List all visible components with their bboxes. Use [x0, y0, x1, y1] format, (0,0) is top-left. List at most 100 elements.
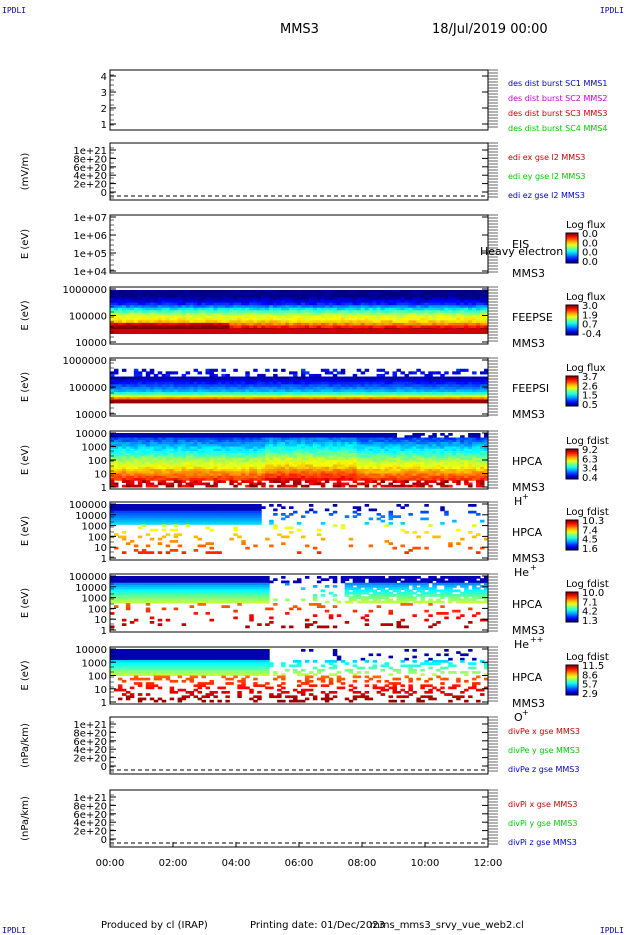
heat-cell — [400, 485, 404, 488]
y-tick-label: 3 — [101, 88, 107, 99]
legend-entry: edi ez gse l2 MMS3 — [508, 191, 585, 200]
heat-cell — [178, 485, 182, 488]
heat-cell — [150, 478, 154, 481]
heat-cell — [377, 369, 381, 372]
heat-cell — [249, 485, 253, 488]
heat-cell — [428, 485, 432, 488]
heat-cell — [305, 371, 309, 374]
heat-cell — [142, 480, 146, 483]
heat-cell — [162, 483, 166, 486]
heat-cell — [205, 485, 209, 488]
heat-cell — [229, 483, 233, 486]
heat-cell — [420, 478, 424, 481]
y-tick-label: 10000 — [75, 338, 107, 349]
heat-cell — [134, 485, 138, 488]
heat-cell — [393, 485, 397, 488]
heat-cell — [452, 371, 456, 374]
heat-cell — [241, 480, 245, 483]
heat-cell — [412, 485, 416, 488]
heat-cell — [205, 478, 209, 481]
legend-entry: des dist burst SC4 MMS4 — [508, 124, 607, 133]
heat-cell — [202, 483, 206, 486]
heat-cell — [432, 480, 436, 483]
heat-cell — [281, 485, 285, 488]
heat-cell — [118, 478, 122, 481]
heat-cell — [293, 485, 297, 488]
colorbar-tick-label: 0.5 — [582, 400, 598, 411]
heat-cell — [281, 369, 285, 372]
heat-cell — [209, 478, 213, 481]
heat-cell — [337, 371, 341, 374]
spacecraft-label: MMS3 — [512, 337, 545, 350]
heat-cell — [114, 371, 118, 374]
panel-frame — [110, 70, 488, 130]
heat-cell — [122, 369, 126, 372]
heat-cell — [341, 371, 345, 374]
heat-cell — [448, 433, 452, 436]
heat-cell — [365, 485, 369, 488]
heat-cell — [333, 478, 337, 481]
heat-cell — [301, 478, 305, 481]
panel-frame — [110, 215, 488, 273]
y-tick-label: 0 — [101, 188, 107, 199]
heat-cell — [233, 485, 237, 488]
heat-cell — [345, 478, 349, 481]
heat-cell — [408, 371, 412, 374]
heat-cell — [341, 485, 345, 488]
legend-entry: des dist burst SC1 MMS1 — [508, 79, 607, 88]
heat-cell — [126, 485, 130, 488]
heat-cell — [349, 478, 353, 481]
heat-cell — [361, 371, 365, 374]
heat-cell — [182, 485, 186, 488]
heat-cell — [166, 485, 170, 488]
heat-cell — [357, 483, 361, 486]
heat-cell — [369, 480, 373, 483]
heat-cell — [460, 369, 464, 372]
heat-cell — [448, 478, 452, 481]
heat-cell — [313, 483, 317, 486]
heat-cell — [301, 485, 305, 488]
y-tick-label: 1e+06 — [73, 231, 107, 242]
heat-cell — [233, 480, 237, 483]
heat-cell — [190, 485, 194, 488]
heat-cell — [158, 483, 162, 486]
y-tick-label: 1 — [101, 120, 107, 131]
heat-cell — [341, 478, 345, 481]
heat-cell — [389, 485, 393, 488]
heat-cell — [245, 485, 249, 488]
heat-cell — [420, 433, 424, 436]
heat-cell — [273, 480, 277, 483]
heat-cell — [305, 485, 309, 488]
heat-cell — [345, 483, 349, 486]
heat-cell — [432, 371, 436, 374]
heat-cell — [166, 478, 170, 481]
y-axis-label: E (eV) — [20, 229, 31, 259]
heat-cell — [436, 478, 440, 481]
heat-cell — [436, 483, 440, 486]
heat-cell — [309, 483, 313, 486]
y-axis-label: E (eV) — [20, 300, 31, 330]
heat-cell — [245, 480, 249, 483]
heat-cell — [138, 485, 142, 488]
heat-cell — [158, 371, 162, 374]
heat-cell — [182, 480, 186, 483]
y-axis-label: E (eV) — [20, 372, 31, 402]
heat-cell — [385, 478, 389, 481]
heat-cell — [261, 485, 265, 488]
heat-cell — [285, 485, 289, 488]
heat-cell — [329, 478, 333, 481]
heat-cell — [209, 485, 213, 488]
legend-entry: des dist burst SC2 MMS2 — [508, 94, 607, 103]
heat-cell — [321, 369, 325, 372]
heat-cell — [440, 485, 444, 488]
heat-cell — [373, 485, 377, 488]
heat-cell — [221, 369, 225, 372]
heat-cell — [170, 478, 174, 481]
heat-cell — [385, 371, 389, 374]
heat-cell — [269, 485, 273, 488]
y-tick-label: 100000 — [69, 383, 107, 394]
